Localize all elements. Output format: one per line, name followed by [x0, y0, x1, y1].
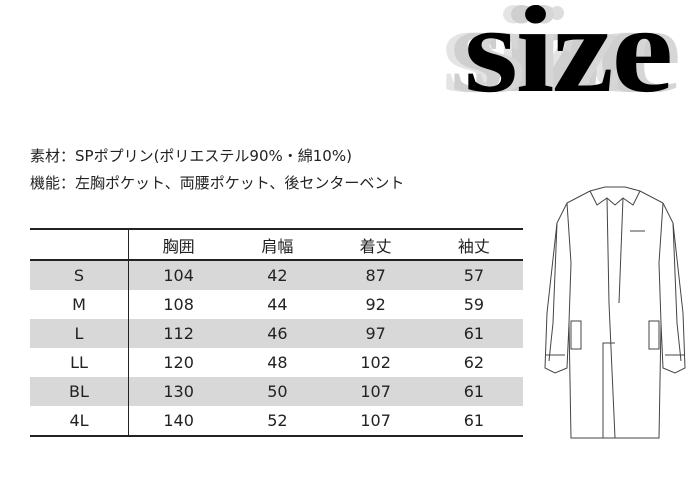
size-logo: size size size size	[440, 0, 700, 118]
measurement-cell: 130	[128, 377, 229, 406]
lab-coat-icon	[544, 186, 686, 439]
header-shoulder: 肩幅	[261, 236, 294, 256]
measurement-cell: 61	[463, 411, 485, 430]
table-row: BL 130 50 107 61	[30, 377, 523, 406]
header-chest: 胸囲	[162, 236, 195, 256]
size-label: L	[30, 319, 129, 348]
header-sleeve: 袖丈	[457, 236, 490, 256]
size-table: 胸囲 肩幅 着丈 袖丈 S 104 42 87 57 M 108 44 92 59 L 112 46 97…	[30, 228, 523, 437]
measurement-cell: 107	[360, 411, 391, 430]
features-spec: 機能：左胸ポケット、両腰ポケット、後センターベント	[30, 174, 405, 192]
measurement-cell: 104	[128, 260, 229, 290]
table-row: L 112 46 97 61	[30, 319, 523, 348]
measurement-cell: 92	[365, 295, 386, 314]
header-length: 着丈	[359, 236, 392, 256]
measurement-cell: 48	[267, 353, 288, 372]
measurement-cell: 140	[163, 411, 194, 430]
measurement-cell: 61	[424, 319, 523, 348]
table-header-row: 胸囲 肩幅 着丈 袖丈	[30, 229, 523, 260]
header-size	[30, 229, 129, 260]
table-row: S 104 42 87 57	[30, 260, 523, 290]
measurement-cell: 50	[228, 377, 327, 406]
measurement-cell: 112	[128, 319, 229, 348]
measurement-cell: 42	[228, 260, 327, 290]
measurement-cell: 108	[163, 295, 194, 314]
measurement-cell: 97	[326, 319, 425, 348]
measurement-cell: 120	[163, 353, 194, 372]
measurement-cell: 87	[326, 260, 425, 290]
logo-shadow: size	[472, 0, 681, 118]
table-row: LL 120 48 102 62	[30, 348, 523, 377]
measurement-cell: 52	[267, 411, 288, 430]
size-label: LL	[30, 348, 129, 377]
logo-shadow: size	[442, 0, 651, 118]
measurement-cell: 46	[228, 319, 327, 348]
size-label: BL	[30, 377, 129, 406]
table-row: 4L 140 52 107 61	[30, 406, 523, 436]
logo-text: size	[464, 0, 673, 118]
measurement-cell: 57	[424, 260, 523, 290]
measurement-cell: 62	[463, 353, 485, 372]
logo-shadow: size	[450, 0, 659, 118]
measurement-cell: 44	[267, 295, 288, 314]
size-label: S	[30, 260, 129, 290]
logo-dots	[510, 5, 564, 20]
measurement-cell: 107	[326, 377, 425, 406]
table-row: M 108 44 92 59	[30, 290, 523, 319]
size-label: 4L	[30, 406, 129, 436]
measurement-cell: 102	[360, 353, 391, 372]
material-spec: 素材：SPポプリン(ポリエステル90%・綿10%)	[30, 147, 352, 165]
measurement-cell: 59	[463, 295, 485, 314]
size-label: M	[30, 290, 129, 319]
measurement-cell: 61	[424, 377, 523, 406]
